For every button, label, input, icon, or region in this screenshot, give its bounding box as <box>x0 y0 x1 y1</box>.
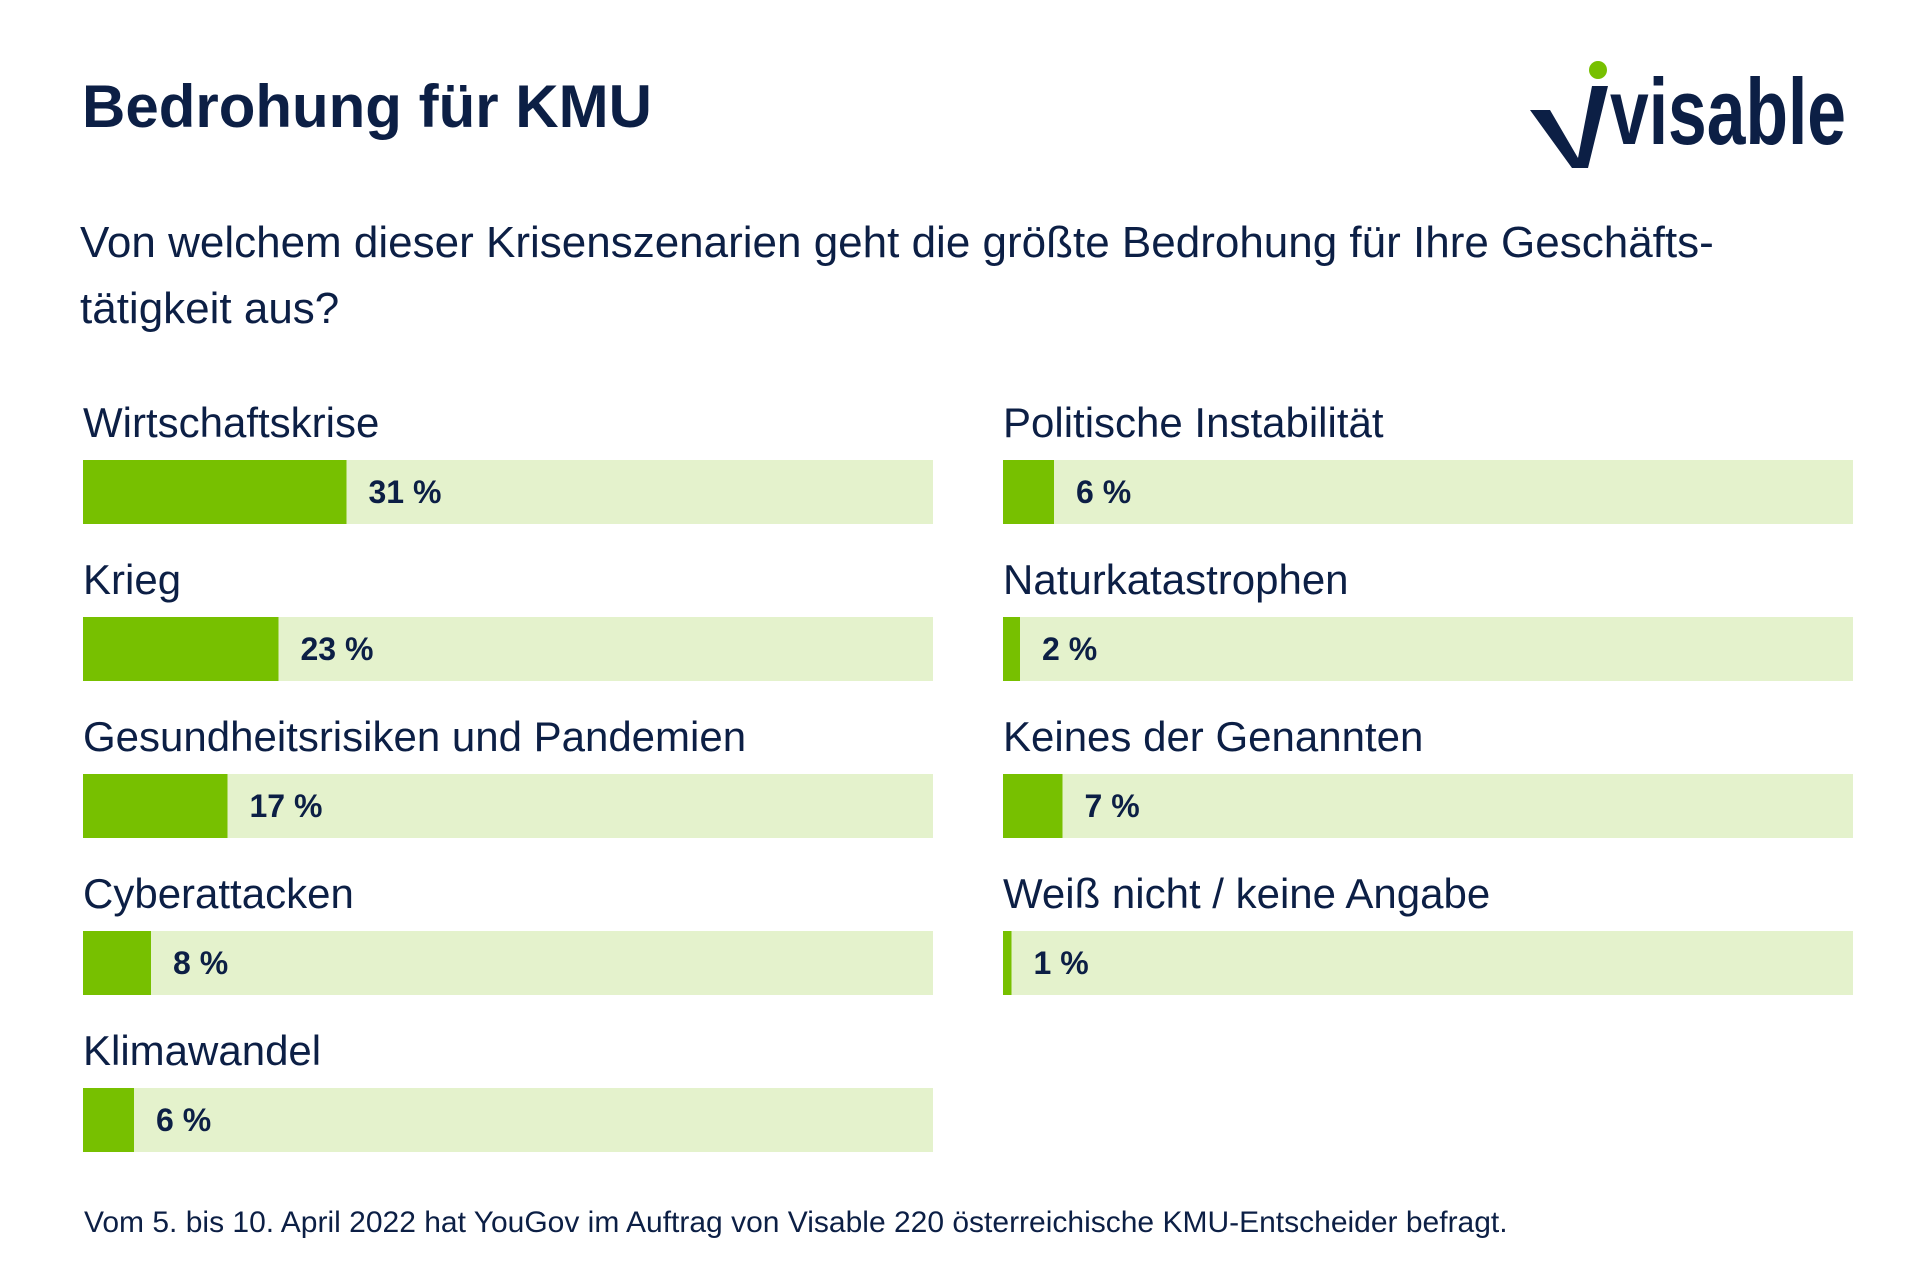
data-label: 17 % <box>250 788 323 824</box>
category-label: Weiß nicht / keine Angabe <box>1003 870 1490 917</box>
data-label: 1 % <box>1034 945 1089 981</box>
bar <box>83 774 228 838</box>
data-label: 2 % <box>1042 631 1097 667</box>
category-label: Wirtschaftskrise <box>83 399 379 446</box>
category-label: Krieg <box>83 556 181 603</box>
bar <box>83 617 279 681</box>
survey-question: Von welchem dieser Krisenszenarien geht … <box>80 210 1840 342</box>
category-label: Klimawandel <box>83 1027 321 1074</box>
category-label: Politische Instabilität <box>1003 399 1384 446</box>
category-label: Keines der Genannten <box>1003 713 1423 760</box>
bar <box>1003 617 1020 681</box>
category-label: Gesundheitsrisiken und Pandemien <box>83 713 746 760</box>
data-label: 6 % <box>156 1102 211 1138</box>
bar <box>1003 931 1012 995</box>
bar <box>83 460 347 524</box>
survey-footnote: Vom 5. bis 10. April 2022 hat YouGov im … <box>84 1206 1508 1239</box>
data-label: 23 % <box>301 631 374 667</box>
bar-track <box>1003 774 1853 838</box>
category-label: Cyberattacken <box>83 870 354 917</box>
survey-question-line2: tätigkeit aus? <box>80 284 340 333</box>
category-label: Naturkatastrophen <box>1003 556 1349 603</box>
chart-title: Bedrohung für KMU <box>82 73 652 140</box>
logo-v-mark-icon <box>1530 86 1608 168</box>
logo-dot-icon <box>1589 61 1607 79</box>
bar-track <box>1003 931 1853 995</box>
bar <box>83 931 151 995</box>
bar-track <box>1003 460 1853 524</box>
survey-question-line1: Von welchem dieser Krisenszenarien geht … <box>80 218 1714 267</box>
data-label: 31 % <box>369 474 442 510</box>
bar <box>1003 774 1063 838</box>
data-label: 8 % <box>173 945 228 981</box>
bar-track <box>1003 617 1853 681</box>
data-label: 6 % <box>1076 474 1131 510</box>
bar-track <box>83 931 933 995</box>
bar <box>1003 460 1054 524</box>
data-label: 7 % <box>1085 788 1140 824</box>
logo-text: visable <box>1610 59 1846 164</box>
bar-track <box>83 1088 933 1152</box>
visable-logo: visable <box>1530 59 1846 168</box>
bar <box>83 1088 134 1152</box>
